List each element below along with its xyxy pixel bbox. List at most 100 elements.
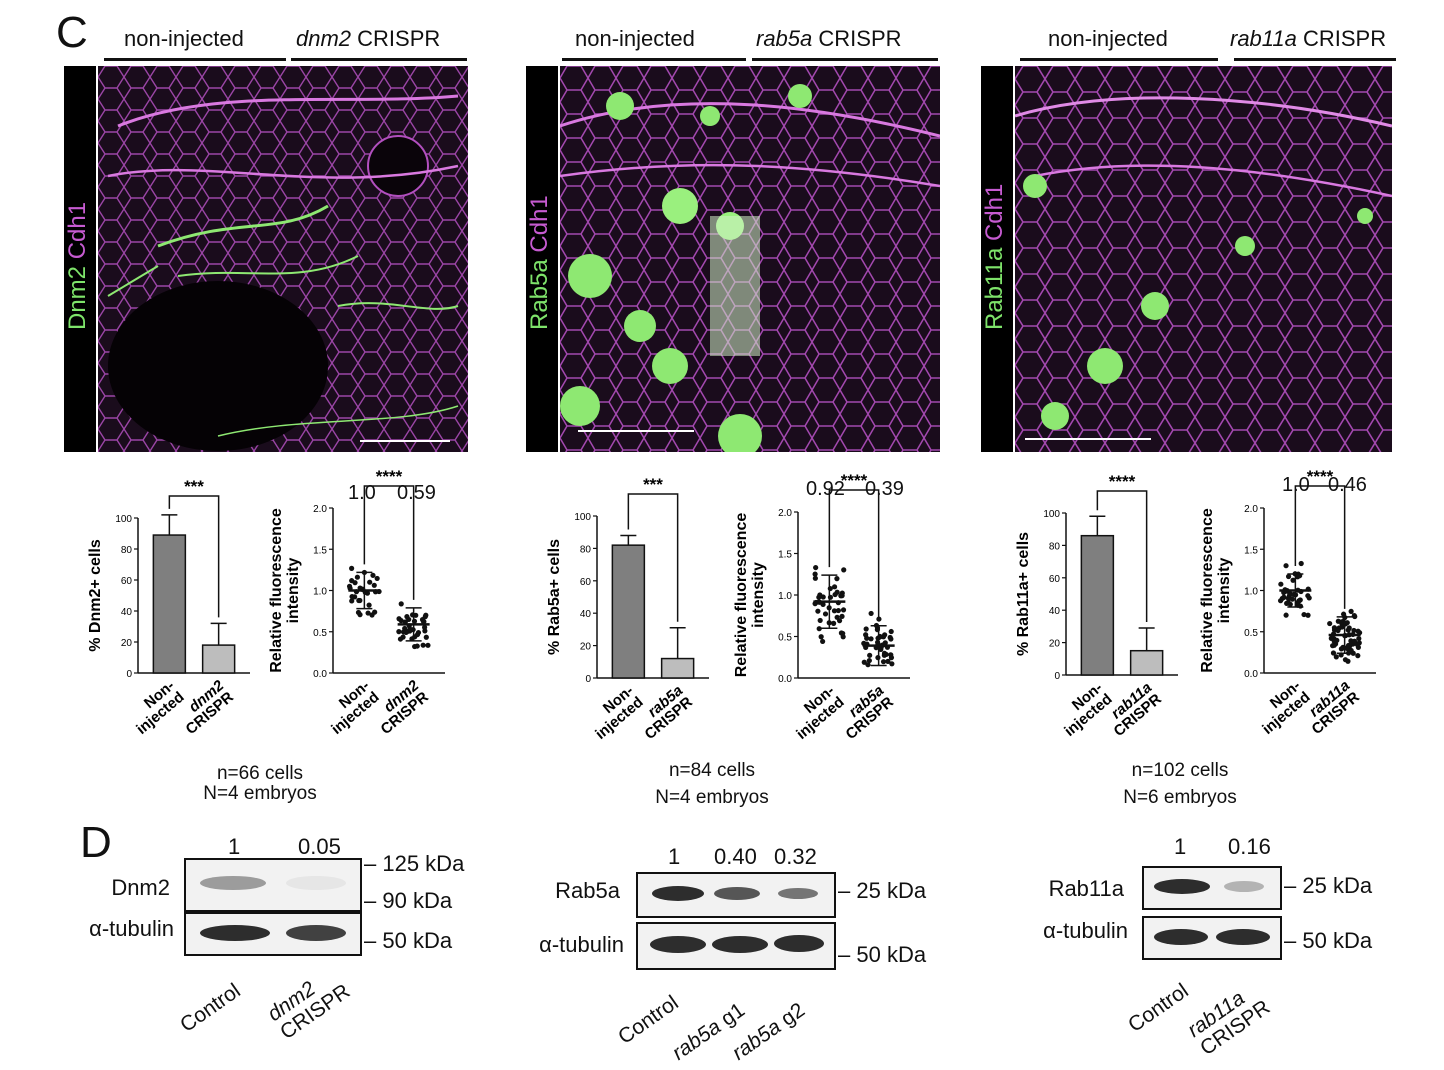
group2-header-right-underline [752,58,938,61]
blot1-row1-band-1 [200,876,266,890]
chart5-sig-bracket [1096,490,1148,623]
chart2-point [407,626,413,632]
blot1-row2-band-2 [286,925,346,941]
chart2-category-label-1: Non-injected [319,677,383,738]
group3-header-left: non-injected [1048,26,1168,51]
panel-letter-c: C [56,8,88,57]
chart4-point [831,608,838,614]
blot1-row2-band-1 [200,925,270,941]
chart6-point [1333,654,1339,660]
group3-n-cells: n=102 cells [1131,760,1229,781]
chart1-ytick-label: 40 [121,607,133,618]
blot1-marker-90: – 90 kDa [364,888,453,913]
chart2-point [423,612,429,618]
blot3-row2-band-1 [1154,929,1208,945]
chart1-ylabel: % Dnm2+ cells [87,539,104,652]
micrograph-rab11a [1015,66,1392,452]
group2-header-left: non-injected [575,26,695,51]
blot2-row1-band-2 [714,887,760,900]
blot2-lane1-label: Control [614,991,683,1049]
chart2-ytick-label: 2.0 [313,504,327,515]
chart3-category-label-1: Non-injected [583,682,647,743]
chart2-point [409,612,416,618]
chart2-point [371,582,377,588]
chart2-point [349,565,355,571]
chart2-point [423,634,429,640]
chart5-ylabel: % Rab11a+ cells [1015,532,1032,656]
group1-header-left: non-injected [124,26,244,51]
blot2-row2-band-1 [650,936,706,953]
chart4-point [813,564,819,571]
chart2-point [370,572,376,578]
chart6-point [1356,635,1362,642]
chart4-ytick-label: 0.0 [778,674,792,685]
chart6-point [1331,642,1337,648]
blot3-row1-band-1 [1154,879,1210,894]
chart5-ytick-label: 80 [1049,541,1061,552]
chart1-ytick-label: 60 [121,576,133,587]
chart6-point [1345,627,1351,633]
chart6-point [1298,560,1304,567]
chart4-category-label-2: rab5aCRISPR [833,682,897,743]
chart5-ytick-label: 60 [1049,574,1061,585]
chart6-ytick-label: 1.5 [1244,545,1258,556]
chart4-ytick-label: 1.0 [778,591,792,602]
chart5-ytick-label: 100 [1043,509,1060,520]
group3-n-embryos: N=6 embryos [1123,787,1237,808]
group2-header-left-underline [562,58,746,61]
chart4-point [834,576,840,582]
blot3-marker-25: – 25 kDa [1284,873,1373,898]
blot2-row1-band-3 [778,888,818,899]
blot2-row2-box [636,922,836,970]
chart2-point [411,618,418,624]
chart2-point [349,594,355,600]
chart6-point [1285,595,1291,601]
chart1-sig-label: *** [184,477,204,496]
chart2-point [420,642,426,648]
chart4-point [885,658,891,664]
blot3-row1-band-2 [1224,881,1264,892]
chart4-point [831,620,837,626]
scatter2-mean-label-2: 0.39 [865,478,904,500]
chart1-ytick-label: 0 [126,669,132,680]
chart2-point [415,629,422,636]
chart5-category-label-1: Non-injected [1052,679,1116,740]
blot2-row2-band-3 [774,935,824,952]
blot3-quant-1: 1 [1174,834,1187,859]
blot2-row2-band-2 [712,936,768,953]
chart1-category-label-2: dnm2CRISPR [173,677,237,738]
chart2-point [366,602,372,608]
group1-sidebar [64,66,96,452]
chart2-point [421,619,427,625]
blot1-row2-name: α-tubulin [89,916,174,941]
chart4-point [865,662,871,668]
chart2-point [356,597,362,604]
chart3-ytick-label: 80 [580,544,592,555]
chart6-point [1339,619,1345,625]
chart6-point [1344,620,1350,626]
group2-header-right: rab5a CRISPR [756,26,902,51]
chart2-point [398,601,404,607]
chart4-point [841,567,847,573]
chart6-ylabel: Relative fluorescenceintensity [1199,508,1233,673]
group1-header-right-underline [291,58,467,61]
blot1-row1-band-2 [286,876,346,890]
chart6-point [1327,620,1333,627]
blot2-marker-25: – 25 kDa [838,878,927,903]
chart2-point [425,642,431,648]
chart3-ytick-label: 40 [580,609,592,620]
chart6-point [1285,573,1292,580]
micrograph-rab11a-image [1015,66,1392,452]
chart4-ytick-label: 0.5 [778,633,792,644]
chart4-point [888,655,895,661]
chart6-point [1340,611,1347,617]
scale-bar [1025,438,1151,440]
chart4-point [812,575,818,581]
blot3-marker-50: – 50 kDa [1284,928,1373,953]
chart6-point [1348,647,1354,654]
blot3-row1-name: Rab11a [1048,876,1124,901]
chart2-point [367,579,373,585]
chart6-sig-bracket [1294,485,1346,609]
chart6-point [1328,635,1334,641]
chart1-ytick-label: 100 [115,514,132,525]
